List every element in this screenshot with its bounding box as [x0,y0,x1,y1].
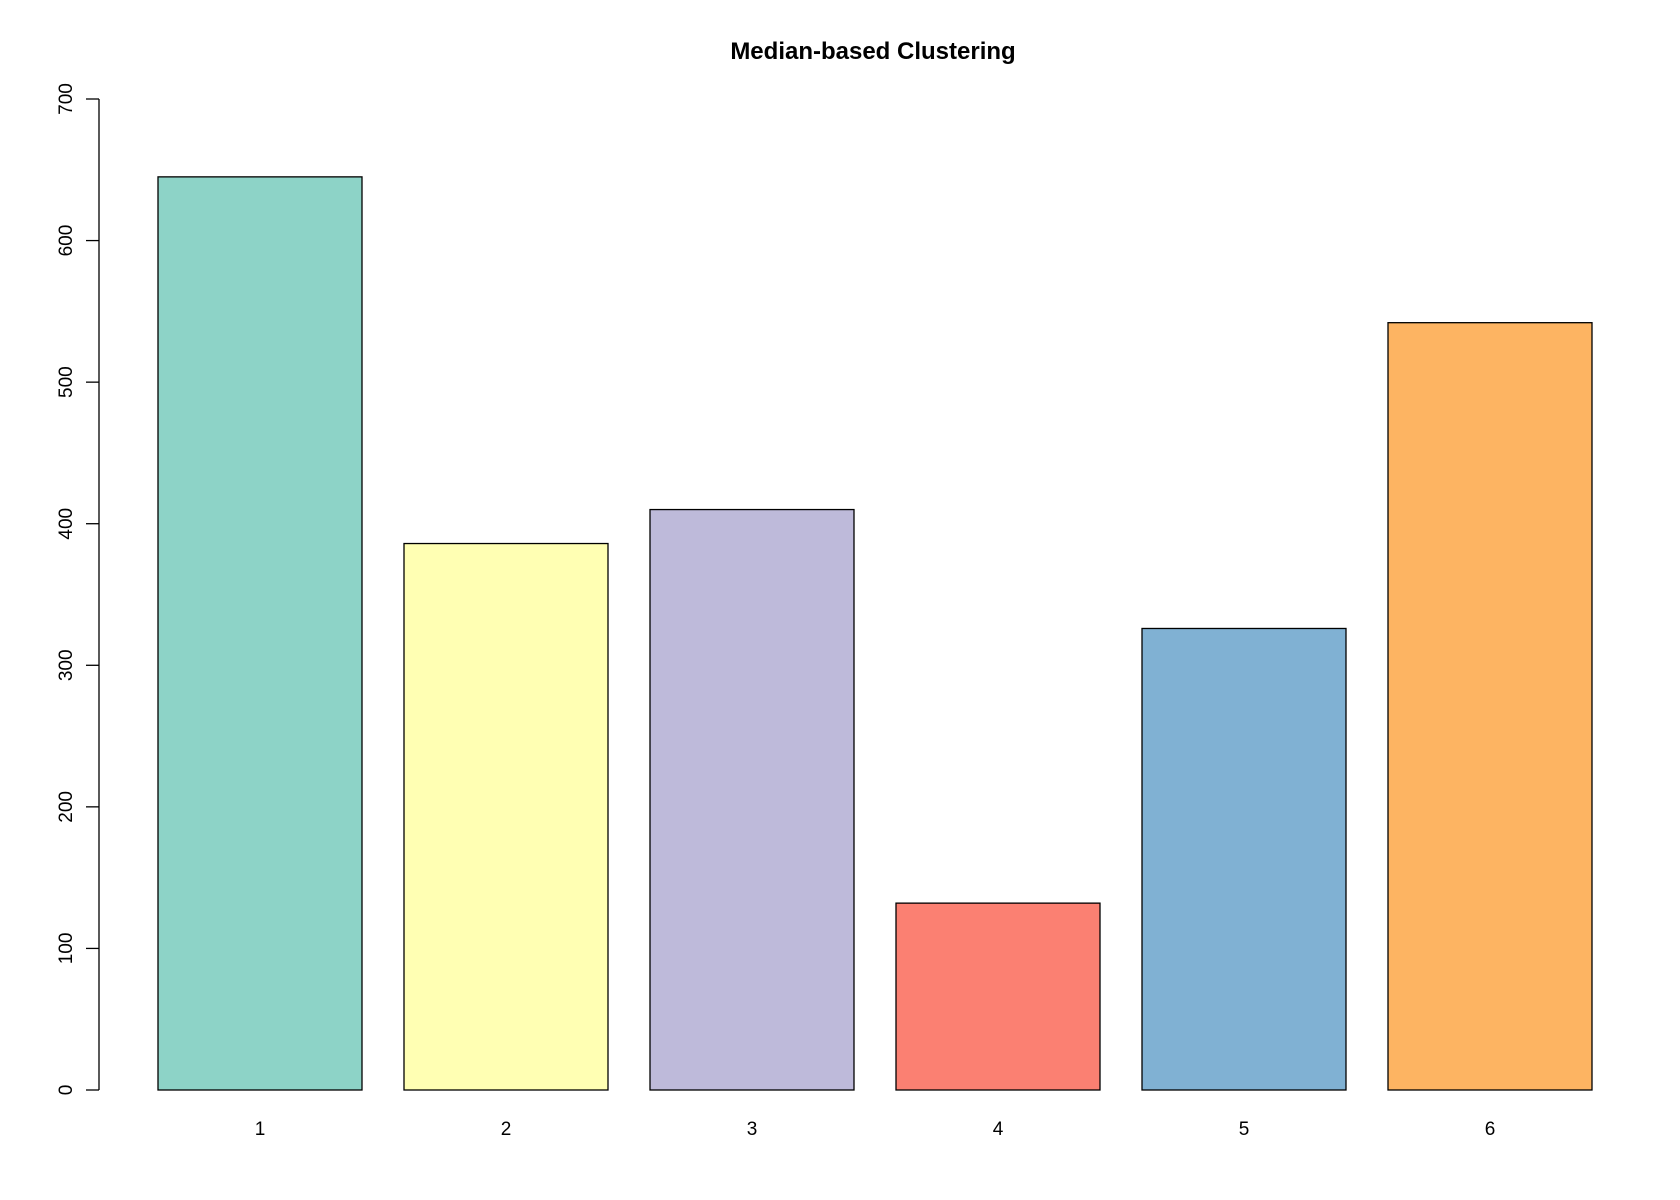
x-tick-label: 3 [747,1119,758,1140]
x-tick-label: 2 [501,1119,512,1140]
y-tick-label: 100 [56,933,77,965]
bar-5 [1141,627,1347,1091]
x-tick-label: 6 [1485,1119,1496,1140]
bar-1 [157,176,363,1091]
y-tick-label: 0 [56,1085,77,1096]
bars-group [157,176,1593,1091]
x-axis-labels: 1 2 3 4 5 6 [255,1119,1496,1140]
y-tick-label: 400 [56,508,77,540]
y-axis: 0 100 200 300 400 500 600 700 [56,83,100,1096]
y-tick-label: 600 [56,225,77,257]
bar-2 [403,542,609,1091]
x-tick-label: 5 [1239,1119,1250,1140]
y-tick-label: 500 [56,366,77,398]
x-tick-label: 4 [993,1119,1004,1140]
x-tick-label: 1 [255,1119,266,1140]
bar-4 [895,902,1101,1091]
bar-3 [649,508,855,1091]
y-tick-label: 200 [56,791,77,823]
bar-6 [1387,322,1593,1091]
y-tick-label: 300 [56,649,77,681]
chart-title: Median-based Clustering [730,38,1015,65]
y-tick-label: 700 [56,83,77,115]
